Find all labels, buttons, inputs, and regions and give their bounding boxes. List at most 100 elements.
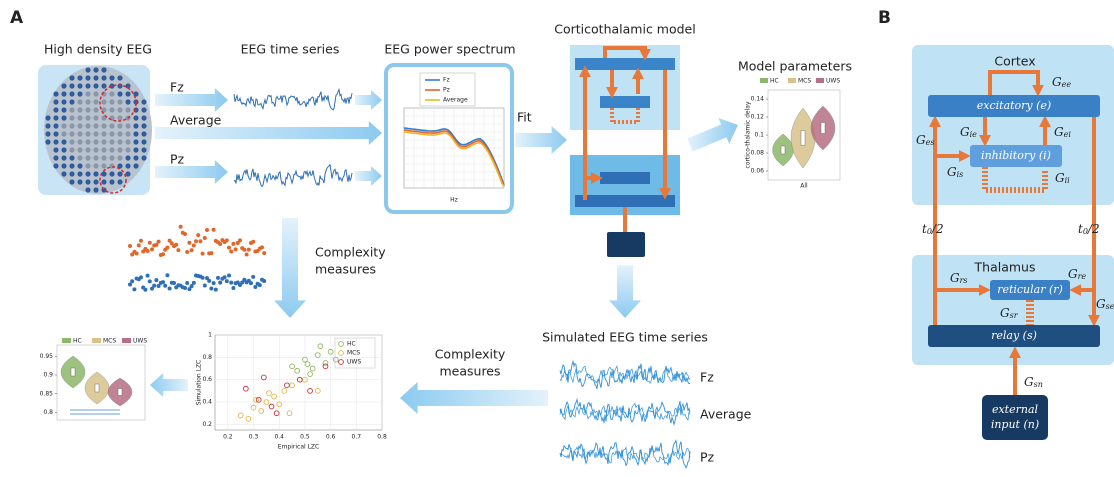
raster-dot bbox=[152, 284, 156, 288]
gain-main: G bbox=[947, 165, 957, 179]
electrode bbox=[117, 131, 122, 136]
panel-label: B bbox=[878, 8, 891, 28]
gain-sub: sn bbox=[1034, 380, 1043, 389]
raster-dot bbox=[201, 276, 205, 280]
raster-dot bbox=[238, 238, 242, 242]
title: Model parameters bbox=[738, 59, 852, 74]
electrode bbox=[101, 67, 106, 72]
electrode bbox=[69, 123, 74, 128]
electrode bbox=[53, 155, 58, 160]
raster-dot bbox=[253, 285, 257, 289]
electrode bbox=[101, 147, 106, 152]
y-tick-label: 0.08 bbox=[751, 150, 765, 157]
raster-dot bbox=[165, 273, 169, 277]
electrode bbox=[69, 75, 74, 80]
electrode bbox=[69, 179, 74, 184]
electrode bbox=[117, 91, 122, 96]
electrode bbox=[117, 107, 122, 112]
electrode bbox=[53, 147, 58, 152]
electrode bbox=[109, 123, 114, 128]
electrode bbox=[117, 115, 122, 120]
electrode bbox=[85, 139, 90, 144]
electrode bbox=[141, 147, 146, 152]
electrode bbox=[61, 131, 66, 136]
x-tick-label: 0.6 bbox=[326, 434, 336, 441]
electrode bbox=[53, 139, 58, 144]
electrode bbox=[69, 107, 74, 112]
y-tick-label: 0.4 bbox=[202, 399, 212, 406]
electrode bbox=[125, 163, 130, 168]
electrode bbox=[101, 99, 106, 104]
gain-sub: ii bbox=[1065, 176, 1071, 185]
eeg-trace bbox=[560, 403, 690, 420]
legend-label: Pz bbox=[443, 87, 450, 94]
gain-sub: es bbox=[926, 138, 935, 147]
arrow-label: Complexity bbox=[315, 245, 386, 260]
electrode bbox=[101, 155, 106, 160]
raster-dot bbox=[172, 281, 176, 285]
title: EEG time series bbox=[241, 42, 340, 57]
gain-main: G bbox=[1096, 297, 1106, 311]
violin-box bbox=[821, 123, 825, 134]
electrode bbox=[141, 115, 146, 120]
gain-label: Gsn bbox=[1024, 375, 1043, 390]
raster-dot bbox=[251, 240, 255, 244]
gain-sub: ee bbox=[1062, 80, 1072, 89]
electrode bbox=[93, 155, 98, 160]
electrode bbox=[133, 155, 138, 160]
raster-dot bbox=[148, 241, 152, 245]
raster-dot bbox=[183, 232, 187, 236]
legend-label: HC bbox=[770, 78, 779, 85]
raster-dot bbox=[146, 249, 150, 253]
eeg-trace bbox=[560, 361, 690, 388]
channel-label: Fz bbox=[170, 80, 184, 95]
eeg-trace bbox=[234, 90, 352, 110]
electrode bbox=[61, 83, 66, 88]
electrode bbox=[93, 107, 98, 112]
electrode bbox=[117, 123, 122, 128]
gain-sub: ei bbox=[1064, 130, 1072, 139]
electrode bbox=[117, 75, 122, 80]
electrode bbox=[85, 147, 90, 152]
legend-label: UWS bbox=[347, 359, 361, 366]
y-tick-label: 0.8 bbox=[43, 409, 53, 416]
raster-dot bbox=[209, 251, 213, 255]
gain-sub: is bbox=[957, 170, 964, 179]
electrode bbox=[101, 83, 106, 88]
raster-dot bbox=[225, 238, 229, 242]
electrode bbox=[77, 91, 82, 96]
y-tick-label: 0.14 bbox=[751, 96, 765, 103]
legend-label: MCS bbox=[103, 338, 116, 345]
electrode bbox=[125, 139, 130, 144]
y-tick-label: 1 bbox=[208, 332, 212, 339]
raster-dot bbox=[262, 279, 266, 283]
legend-swatch bbox=[92, 338, 101, 343]
title: Corticothalamic model bbox=[554, 22, 695, 37]
electrode bbox=[133, 131, 138, 136]
legend-swatch bbox=[816, 78, 824, 83]
raster-dot bbox=[260, 245, 264, 249]
electrode bbox=[93, 115, 98, 120]
node-label: input (n) bbox=[991, 418, 1039, 431]
gain-sub: ie bbox=[970, 130, 978, 139]
electrode bbox=[69, 99, 74, 104]
node-label: relay (s) bbox=[991, 329, 1037, 342]
gain-sub: rs bbox=[960, 276, 968, 285]
raster-dot bbox=[251, 275, 255, 279]
raster-dot bbox=[161, 280, 165, 284]
raster-dot bbox=[148, 279, 152, 283]
raster-dot bbox=[229, 250, 233, 254]
electrode bbox=[117, 99, 122, 104]
gain-main: G bbox=[1000, 306, 1010, 320]
electrode bbox=[53, 163, 58, 168]
raster-dot bbox=[231, 286, 235, 290]
arrow-label: measures bbox=[315, 262, 376, 277]
electrode bbox=[69, 147, 74, 152]
gain-label: t0/2 bbox=[1078, 222, 1100, 237]
electrode bbox=[117, 139, 122, 144]
electrode bbox=[101, 163, 106, 168]
raster-dot bbox=[203, 283, 207, 287]
raster-dot bbox=[196, 233, 200, 237]
electrode bbox=[93, 83, 98, 88]
panel-label: A bbox=[10, 8, 24, 28]
